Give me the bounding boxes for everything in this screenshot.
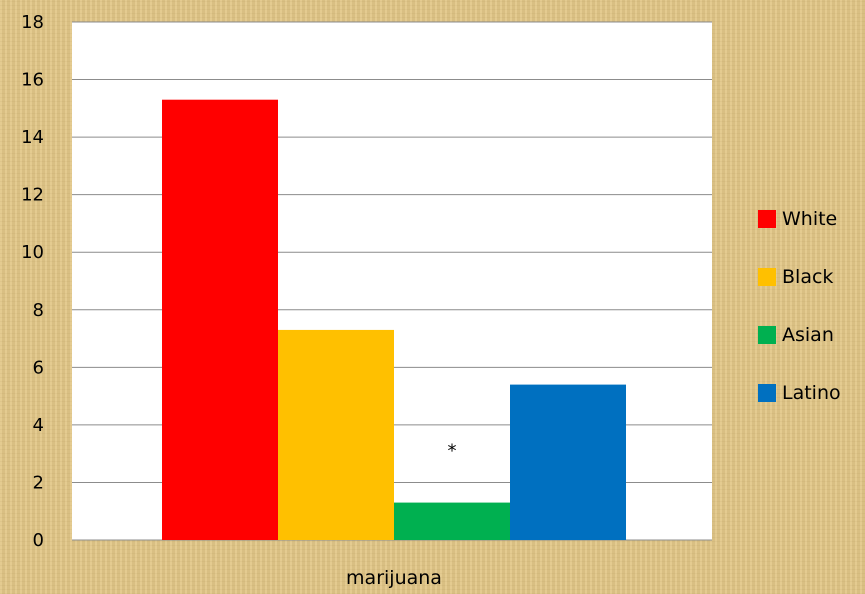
- legend-item-black: Black: [758, 266, 833, 288]
- legend-label: Black: [782, 266, 833, 288]
- x-category-label: marijuana: [346, 567, 442, 589]
- bar-latino: [510, 384, 626, 540]
- y-tick-label: 10: [21, 242, 44, 263]
- legend-swatch: [758, 268, 776, 286]
- legend-label: Asian: [782, 324, 834, 346]
- y-tick-label: 18: [21, 12, 44, 33]
- y-tick-label: 4: [33, 415, 44, 436]
- legend-item-asian: Asian: [758, 324, 834, 346]
- legend-swatch: [758, 384, 776, 402]
- bars: [162, 99, 626, 540]
- legend-label: White: [782, 208, 837, 230]
- y-tick-label: 16: [21, 70, 44, 91]
- y-tick-label: 0: [33, 530, 44, 551]
- y-axis-ticks: 0 2 4 6 8 10 12 14 16 18: [21, 12, 44, 551]
- legend-item-latino: Latino: [758, 382, 841, 404]
- annotations: *: [448, 441, 457, 462]
- bar-black: [278, 329, 394, 540]
- legend-swatch: [758, 326, 776, 344]
- y-tick-label: 2: [33, 472, 44, 493]
- y-tick-label: 8: [33, 300, 44, 321]
- bar-annotation: *: [448, 441, 457, 462]
- x-axis-categories: marijuana: [346, 567, 442, 589]
- bar-white: [162, 99, 278, 540]
- bar-asian: [394, 502, 510, 540]
- legend-swatch: [758, 210, 776, 228]
- legend-item-white: White: [758, 208, 837, 230]
- y-tick-label: 6: [33, 357, 44, 378]
- legend: White Black Asian Latino: [758, 208, 841, 404]
- legend-label: Latino: [782, 382, 841, 404]
- y-tick-label: 12: [21, 185, 44, 206]
- y-tick-label: 14: [21, 127, 44, 148]
